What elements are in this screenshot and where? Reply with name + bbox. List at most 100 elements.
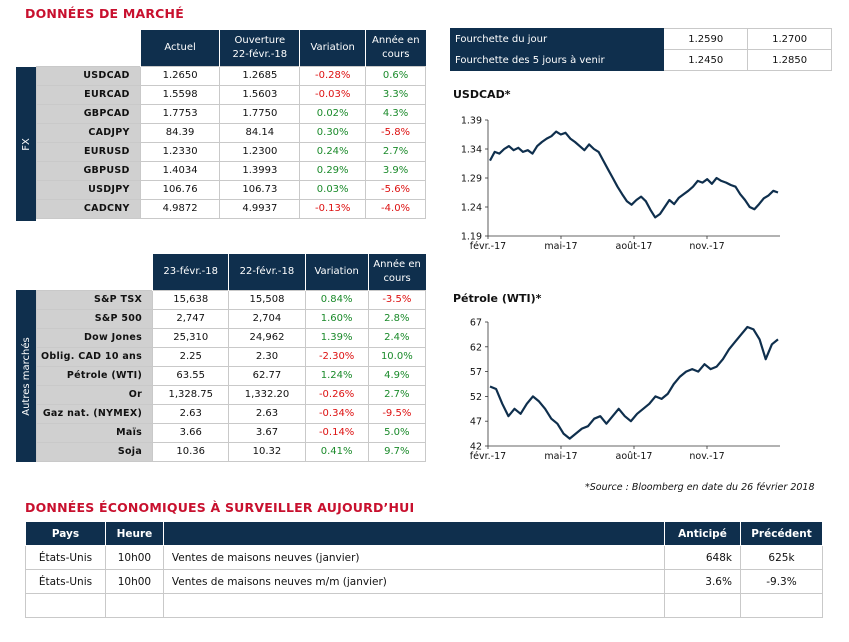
value-open: 62.77 (228, 365, 306, 386)
row-label: EURCAD (36, 84, 141, 105)
value-open: 15,508 (228, 289, 306, 310)
y-tick-label: 42 (470, 442, 482, 453)
value-open: 1.3993 (219, 160, 301, 181)
value-open: 106.73 (219, 179, 301, 200)
series-line (489, 325, 779, 440)
y-tick-label: 62 (470, 342, 482, 353)
value-open: 1.5603 (219, 84, 301, 105)
value-ytd: -4.0% (365, 198, 426, 219)
row-label: GBPUSD (36, 160, 141, 181)
fx-table: Actuel Ouverture 22-févr.-18 Variation A… (36, 30, 426, 219)
econ-country: États-Unis (25, 545, 106, 570)
table-row (25, 593, 824, 618)
table-row: GBPUSD 1.4034 1.3993 0.29% 3.9% (36, 160, 426, 181)
econ-country: États-Unis (25, 569, 106, 594)
econ-previous: 625k (739, 545, 824, 570)
econ-expected (664, 593, 741, 618)
value-open: 4.9937 (219, 198, 301, 219)
y-tick-label: 1.24 (461, 203, 482, 214)
fx-header-variation: Variation (299, 30, 366, 66)
value-open: 1,332.20 (228, 384, 306, 405)
y-tick-label: 1.39 (461, 116, 482, 127)
fx-header-annee: Année en cours (365, 30, 426, 66)
range-row-5days: Fourchette des 5 jours à venir 1.2450 1.… (449, 49, 832, 71)
row-label: USDJPY (36, 179, 141, 200)
value-current: 2.25 (152, 346, 230, 367)
x-tick-label: août-17 (616, 451, 653, 462)
value-current: 2,747 (152, 308, 230, 329)
value-open: 10.32 (228, 441, 306, 462)
econ-header-heure: Heure (104, 521, 164, 546)
value-open: 3.67 (228, 422, 306, 443)
row-label: GBPCAD (36, 103, 141, 124)
value-change: 0.02% (299, 103, 367, 124)
value-change: -0.26% (304, 384, 369, 405)
other-header-date1: 23-févr.-18 (152, 254, 229, 290)
econ-time: 10h00 (104, 545, 164, 570)
other-header-annee: Année en cours (367, 254, 426, 290)
econ-header-precedent: Précédent (739, 521, 824, 546)
x-tick-label: févr.-17 (470, 241, 506, 252)
value-change: -0.13% (299, 198, 367, 219)
series-line (489, 130, 779, 219)
value-change: -0.34% (304, 403, 369, 424)
value-open: 1.2300 (219, 141, 301, 162)
value-current: 1.7753 (139, 103, 221, 124)
value-ytd: -3.5% (367, 289, 427, 310)
y-tick-label: 67 (470, 318, 482, 329)
row-label: Or (35, 384, 154, 405)
table-row: Pétrole (WTI) 63.55 62.77 1.24% 4.9% (35, 365, 427, 386)
y-tick-label: 1.29 (461, 174, 482, 185)
row-label: CADJPY (36, 122, 141, 143)
econ-header-anticipe: Anticipé (664, 521, 741, 546)
value-change: -0.28% (299, 65, 367, 86)
value-ytd: 2.8% (367, 308, 427, 329)
value-ytd: 9.7% (367, 441, 427, 462)
value-change: 0.84% (304, 289, 369, 310)
table-row: EURCAD 1.5598 1.5603 -0.03% 3.3% (36, 84, 426, 105)
value-ytd: 3.3% (365, 84, 426, 105)
range-high: 1.2700 (747, 28, 832, 50)
value-change: 1.39% (304, 327, 369, 348)
econ-description (162, 593, 666, 618)
value-current: 1.2330 (139, 141, 221, 162)
value-current: 10.36 (152, 441, 230, 462)
value-open: 24,962 (228, 327, 306, 348)
row-label: Maïs (35, 422, 154, 443)
row-label: USDCAD (36, 65, 141, 86)
other-header-date2: 22-févr.-18 (228, 254, 306, 290)
table-row: USDJPY 106.76 106.73 0.03% -5.6% (36, 179, 426, 200)
table-row: Oblig. CAD 10 ans 2.25 2.30 -2.30% 10.0% (35, 346, 427, 367)
econ-expected: 3.6% (664, 569, 741, 594)
row-label: S&P 500 (35, 308, 154, 329)
econ-time: 10h00 (104, 569, 164, 594)
econ-previous: -9.3% (739, 569, 824, 594)
econ-header-pays: Pays (25, 521, 106, 546)
fx-header-ouverture: Ouverture 22-févr.-18 (219, 30, 300, 66)
value-current: 63.55 (152, 365, 230, 386)
source-note: *Source : Bloomberg en date du 26 févrie… (585, 482, 815, 493)
value-ytd: 2.7% (367, 384, 427, 405)
row-label: Oblig. CAD 10 ans (35, 346, 154, 367)
range-high: 1.2850 (747, 49, 832, 71)
value-current: 1.5598 (139, 84, 221, 105)
econ-description: Ventes de maisons neuves (janvier) (162, 545, 666, 570)
value-ytd: 2.4% (367, 327, 427, 348)
row-label: Soja (35, 441, 154, 462)
table-row: Gaz nat. (NYMEX) 2.63 2.63 -0.34% -9.5% (35, 403, 427, 424)
row-label: Pétrole (WTI) (35, 365, 154, 386)
oil-chart-title: Pétrole (WTI)* (453, 292, 542, 305)
value-current: 1.4034 (139, 160, 221, 181)
range-low: 1.2450 (663, 49, 749, 71)
value-current: 15,638 (152, 289, 230, 310)
table-row: Soja 10.36 10.32 0.41% 9.7% (35, 441, 427, 462)
row-label: Gaz nat. (NYMEX) (35, 403, 154, 424)
row-label: S&P TSX (35, 289, 154, 310)
value-ytd: -5.8% (365, 122, 426, 143)
table-row: EURUSD 1.2330 1.2300 0.24% 2.7% (36, 141, 426, 162)
econ-expected: 648k (664, 545, 741, 570)
x-tick-label: août-17 (616, 241, 653, 252)
value-current: 84.39 (139, 122, 221, 143)
